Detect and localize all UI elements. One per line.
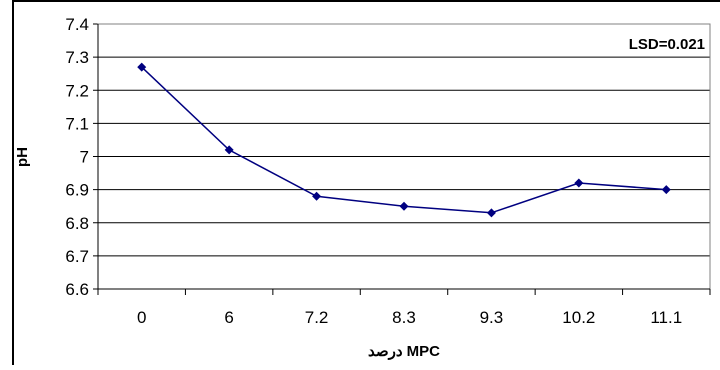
y-tick-label: 7	[80, 148, 89, 167]
y-tick-label: 6.8	[65, 214, 89, 233]
x-tick-label: 9.3	[480, 308, 504, 327]
x-tick-label: 10.2	[562, 308, 595, 327]
y-tick-label: 7.2	[65, 81, 89, 100]
y-tick-label: 7.1	[65, 114, 89, 133]
series-markers	[137, 62, 671, 218]
y-tick-label: 7.3	[65, 48, 89, 67]
x-tick-marks	[97, 289, 711, 295]
data-point	[661, 185, 671, 195]
data-point	[312, 191, 322, 201]
x-tick-label: 0	[137, 308, 146, 327]
gridlines	[93, 23, 710, 290]
data-point	[137, 62, 147, 72]
y-tick-label: 6.6	[65, 280, 89, 299]
data-point	[574, 178, 584, 188]
x-tick-label: 7.2	[305, 308, 329, 327]
x-tick-label: 11.1	[650, 308, 682, 327]
x-tick-label: 8.3	[392, 308, 416, 327]
y-tick-labels: 6.6 6.7 6.8 6.9 7 7.1 7.2 7.3 7.4	[65, 15, 89, 299]
lsd-annotation: LSD=0.021	[629, 36, 705, 53]
x-tick-label: 6	[224, 308, 233, 327]
series-line	[141, 66, 667, 214]
data-point	[486, 208, 496, 218]
x-axis-title: درصد MPC	[368, 343, 440, 360]
y-tick-label: 7.4	[65, 15, 89, 34]
y-axis-title: pH	[14, 147, 31, 167]
data-point	[224, 145, 234, 155]
x-tick-labels: 0 6 7.2 8.3 9.3 10.2 11.1	[137, 308, 682, 327]
y-tick-label: 6.9	[65, 181, 89, 200]
y-tick-label: 6.7	[65, 247, 89, 266]
data-point	[399, 201, 409, 211]
